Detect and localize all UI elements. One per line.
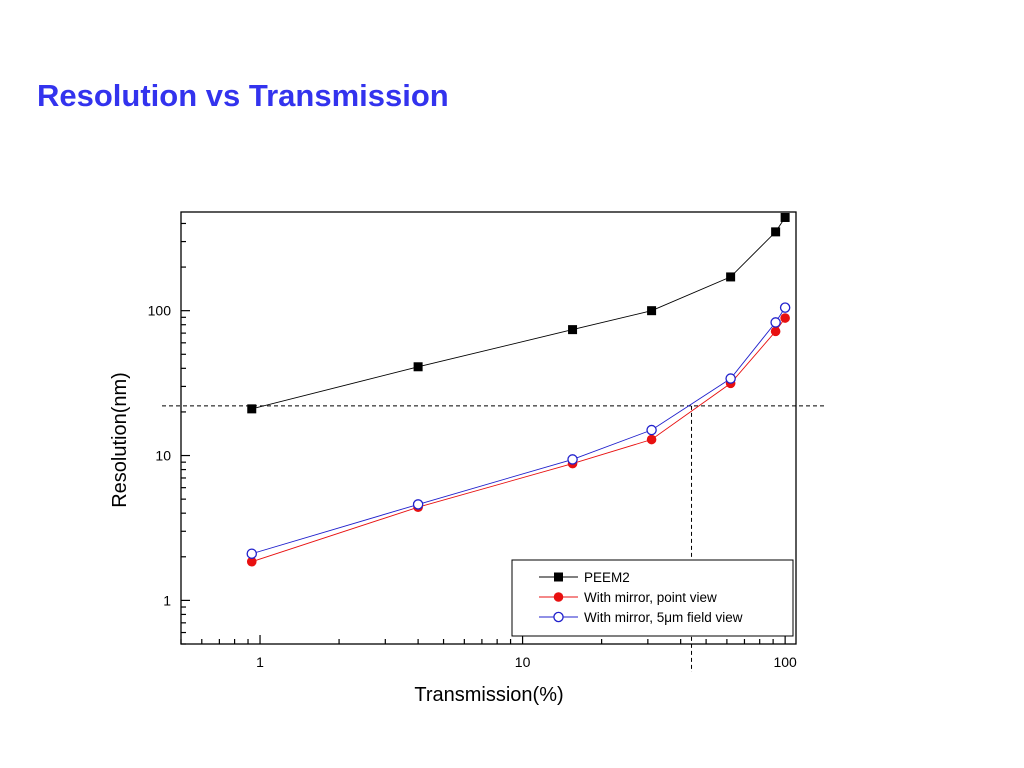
data-point-series-2	[412, 499, 424, 510]
legend-label: With mirror, point view	[584, 590, 717, 605]
legend-marker	[553, 592, 564, 602]
data-point-series-0	[247, 404, 257, 414]
series-lines	[251, 217, 786, 563]
legend-label: With mirror, 5μm field view	[584, 610, 743, 625]
y-tick-label: 1	[163, 592, 171, 608]
series-line-2	[251, 307, 786, 555]
data-point-series-1	[646, 434, 657, 445]
data-point-series-2	[567, 454, 578, 465]
x-axis-label: Transmission(%)	[414, 684, 563, 706]
data-point-series-2	[779, 302, 791, 313]
y-tick-label: 10	[155, 448, 171, 464]
legend-label: PEEM2	[584, 570, 630, 585]
x-tick-label: 100	[773, 654, 797, 670]
x-axis-ticks: 1 10 100	[180, 635, 797, 670]
legend: PEEM2 With mirror, point view With mirror,…	[511, 559, 794, 637]
slide-title: Resolution vs Transmission	[37, 78, 449, 113]
data-point-series-0	[771, 227, 781, 237]
y-axis-ticks: 1 10 100	[148, 222, 190, 645]
legend-marker	[553, 611, 564, 623]
plot-frame	[180, 211, 797, 645]
legend-marker	[554, 572, 563, 582]
data-point-series-2	[246, 548, 258, 559]
series-line-1	[251, 317, 786, 563]
y-axis-label: Resolution(nm)	[109, 372, 131, 508]
data-point-series-0	[413, 362, 423, 372]
reference-lines	[162, 405, 826, 672]
data-point-series-0	[780, 212, 790, 222]
series-markers	[246, 212, 791, 567]
data-point-series-0	[647, 306, 657, 316]
data-point-series-1	[246, 556, 257, 567]
data-point-series-0	[568, 325, 578, 335]
data-point-series-1	[770, 326, 781, 337]
data-point-series-1	[780, 313, 790, 323]
data-point-series-2	[725, 373, 736, 384]
data-point-series-0	[726, 272, 736, 282]
data-point-series-2	[770, 317, 781, 328]
x-tick-label: 1	[256, 654, 264, 670]
x-tick-label: 10	[515, 654, 531, 670]
data-point-series-2	[646, 424, 657, 436]
series-line-0	[251, 217, 786, 410]
y-tick-label: 100	[148, 303, 172, 319]
